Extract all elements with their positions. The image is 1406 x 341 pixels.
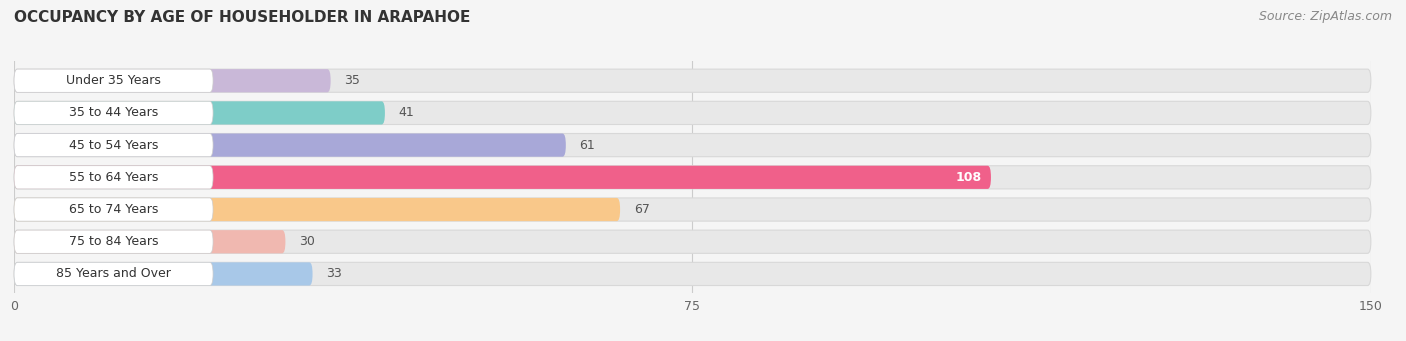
Text: 61: 61	[579, 138, 595, 152]
Text: Source: ZipAtlas.com: Source: ZipAtlas.com	[1258, 10, 1392, 23]
Text: 33: 33	[326, 267, 342, 280]
FancyBboxPatch shape	[14, 262, 1371, 285]
FancyBboxPatch shape	[14, 198, 1371, 221]
Text: 30: 30	[299, 235, 315, 248]
Text: 85 Years and Over: 85 Years and Over	[56, 267, 172, 280]
Text: 65 to 74 Years: 65 to 74 Years	[69, 203, 159, 216]
Text: 55 to 64 Years: 55 to 64 Years	[69, 171, 159, 184]
FancyBboxPatch shape	[14, 101, 1371, 124]
Text: 75 to 84 Years: 75 to 84 Years	[69, 235, 159, 248]
FancyBboxPatch shape	[14, 134, 565, 157]
FancyBboxPatch shape	[14, 134, 214, 157]
FancyBboxPatch shape	[14, 101, 214, 124]
Text: 41: 41	[398, 106, 415, 119]
FancyBboxPatch shape	[14, 198, 214, 221]
FancyBboxPatch shape	[14, 166, 214, 189]
FancyBboxPatch shape	[14, 230, 285, 253]
FancyBboxPatch shape	[14, 69, 214, 92]
Text: 108: 108	[956, 171, 981, 184]
FancyBboxPatch shape	[14, 69, 1371, 92]
FancyBboxPatch shape	[14, 198, 620, 221]
FancyBboxPatch shape	[14, 69, 330, 92]
FancyBboxPatch shape	[14, 262, 312, 285]
Text: Under 35 Years: Under 35 Years	[66, 74, 162, 87]
FancyBboxPatch shape	[14, 134, 1371, 157]
FancyBboxPatch shape	[14, 230, 1371, 253]
FancyBboxPatch shape	[14, 166, 1371, 189]
FancyBboxPatch shape	[14, 101, 385, 124]
Text: 35 to 44 Years: 35 to 44 Years	[69, 106, 159, 119]
FancyBboxPatch shape	[14, 230, 214, 253]
Text: 45 to 54 Years: 45 to 54 Years	[69, 138, 159, 152]
FancyBboxPatch shape	[14, 166, 991, 189]
Text: OCCUPANCY BY AGE OF HOUSEHOLDER IN ARAPAHOE: OCCUPANCY BY AGE OF HOUSEHOLDER IN ARAPA…	[14, 10, 471, 25]
Text: 35: 35	[344, 74, 360, 87]
Text: 67: 67	[634, 203, 650, 216]
FancyBboxPatch shape	[14, 262, 214, 285]
